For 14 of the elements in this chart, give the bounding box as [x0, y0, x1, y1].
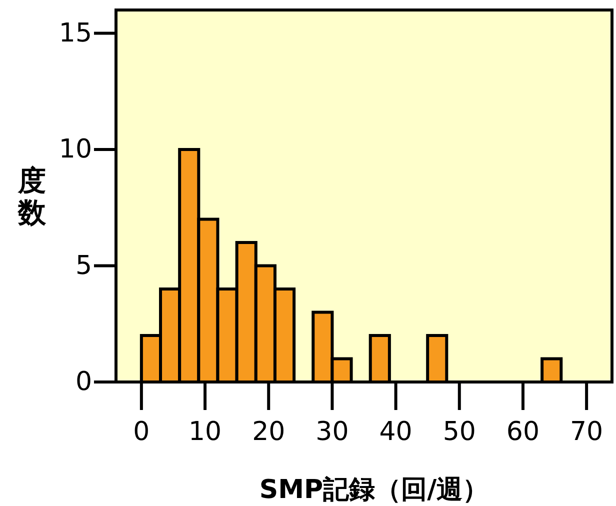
x-tick-label: 60	[506, 417, 540, 447]
x-tick-label: 40	[379, 417, 412, 447]
y-tick-label: 10	[58, 134, 92, 164]
x-tick-label: 20	[252, 417, 286, 447]
y-tick-label: 0	[75, 367, 92, 397]
x-tick-label: 0	[133, 417, 150, 447]
y-tick-label: 15	[58, 18, 92, 48]
x-tick-label: 50	[442, 417, 476, 447]
x-tick-label: 30	[316, 417, 349, 447]
x-axis-title: SMP記録（回/週）	[259, 475, 489, 505]
y-axis-title: 度数	[17, 164, 47, 229]
y-tick-label: 5	[75, 250, 92, 281]
x-tick-label: 10	[188, 417, 222, 447]
x-tick-label: 70	[570, 417, 604, 447]
